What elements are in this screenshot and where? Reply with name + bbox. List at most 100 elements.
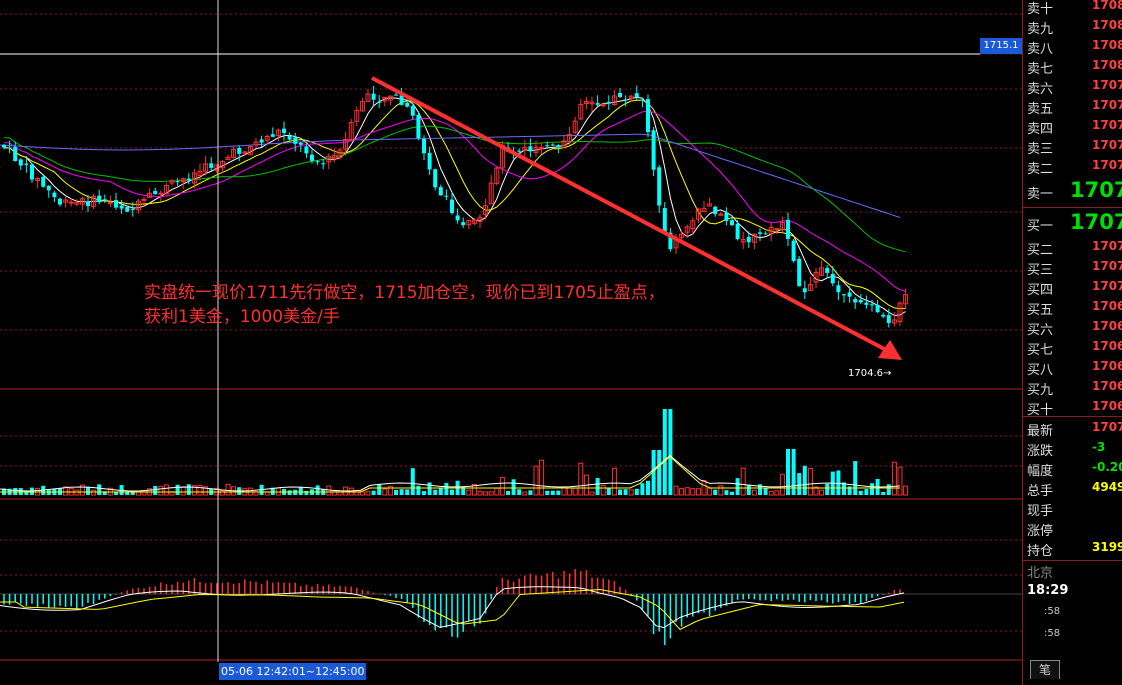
volume-bar — [864, 489, 869, 495]
volume-bar — [611, 467, 617, 496]
candle-body — [310, 154, 314, 161]
candle-body — [433, 169, 438, 188]
candle-body — [461, 222, 466, 226]
ma-long-line — [0, 133, 901, 218]
candle-body — [713, 206, 718, 215]
chart-grid — [0, 13, 1022, 661]
volume-bar — [471, 483, 477, 496]
volume-bar — [506, 490, 510, 495]
volume-ma-line — [0, 454, 901, 492]
volume-bar — [774, 490, 780, 496]
volume-bar — [97, 484, 102, 495]
candle-body — [679, 233, 685, 238]
candle-body — [97, 195, 102, 203]
volume-bar — [528, 490, 533, 495]
quote-row: 买六 1706 — [1022, 317, 1122, 338]
quote-value: 4949 — [1092, 480, 1122, 494]
candle-body — [870, 304, 874, 306]
candle-body — [595, 103, 600, 105]
candle-body — [264, 135, 270, 141]
quote-label: 卖一 — [1027, 187, 1054, 202]
candle-body — [410, 106, 415, 116]
quote-row: 买十 1706 — [1022, 397, 1122, 418]
candle-body — [550, 144, 555, 146]
volume-bar — [494, 487, 500, 496]
quote-value: 1707. — [1070, 178, 1122, 202]
volume-bar — [102, 491, 107, 495]
tab-ticks[interactable]: 笔 — [1030, 660, 1060, 679]
volume-bar — [91, 489, 97, 496]
price-chart-area[interactable] — [0, 0, 1022, 685]
volume-bar — [870, 483, 874, 495]
volume-bar — [63, 486, 69, 496]
trend-arrow-head — [878, 340, 902, 360]
volume-bar — [175, 484, 180, 495]
trend-arrow-shaft — [371, 76, 891, 354]
candle-body — [58, 198, 62, 205]
clock: 18:29 — [1027, 583, 1069, 598]
quote-label: 买三 — [1027, 263, 1054, 278]
candle-body — [567, 133, 573, 143]
candle-body — [545, 145, 550, 147]
candle-body — [779, 221, 785, 231]
volume-bar — [461, 486, 466, 495]
candle-body — [107, 201, 113, 204]
volume-bar — [377, 484, 382, 495]
volume-bar — [735, 478, 740, 495]
quote-label: 买五 — [1027, 303, 1054, 318]
quote-row: 卖一 1707. — [1022, 178, 1122, 202]
candle-body — [422, 138, 426, 154]
candle-body — [382, 96, 388, 102]
volume-bar — [646, 480, 650, 495]
volume-bar — [197, 484, 203, 496]
volume-bar — [488, 491, 494, 496]
volume-bar — [219, 490, 225, 496]
candle-body — [684, 226, 690, 233]
quote-label: 买七 — [1027, 343, 1054, 358]
candle-body — [169, 180, 175, 184]
volume-bar — [499, 476, 505, 496]
candle-body — [623, 99, 628, 101]
macd-dea-line — [0, 588, 905, 631]
quote-panel: 卖十 1708 卖九 1708 卖八 1708 卖七 1708 卖六 1707 卖五 1707 卖四 17… — [1022, 0, 1122, 685]
candle-body — [740, 238, 746, 243]
candle-body — [477, 216, 483, 222]
quote-row: 买一 1707. — [1022, 210, 1122, 234]
quote-label: 持仓 — [1027, 544, 1054, 559]
volume-bar — [618, 489, 622, 495]
candle-body — [237, 147, 242, 154]
quote-value: 1706 — [1092, 319, 1122, 333]
volume-bar — [684, 487, 690, 496]
volume-bar — [46, 490, 51, 495]
candle-body — [68, 201, 74, 204]
volume-bar — [695, 488, 701, 496]
volume-bar — [433, 489, 438, 495]
quote-row: 卖九 1708 — [1022, 16, 1122, 37]
candle-body — [293, 137, 298, 144]
quote-label: 买九 — [1027, 383, 1054, 398]
candle-body — [864, 302, 869, 305]
candle-body — [399, 95, 404, 105]
volume-bar — [897, 466, 903, 496]
panel-divider — [1022, 416, 1122, 417]
candle-body — [175, 181, 180, 183]
quote-row: 卖八 1708 — [1022, 36, 1122, 57]
candle-body — [24, 163, 29, 165]
volume-bar — [371, 490, 376, 495]
volume-bar — [825, 483, 830, 495]
candle-body — [321, 163, 326, 165]
candle-body — [163, 184, 169, 195]
volume-bar — [550, 490, 555, 495]
current-price-tag: 1715.1 — [980, 38, 1022, 54]
volume-bar — [24, 491, 29, 495]
volume-bar — [651, 450, 656, 495]
candle-body — [774, 228, 780, 231]
quote-value: -3 — [1092, 440, 1106, 454]
quote-label: 卖七 — [1027, 62, 1054, 77]
candle-body — [853, 298, 858, 303]
candle-body — [287, 135, 292, 140]
panel-divider — [1022, 207, 1122, 208]
quote-value: 1707 — [1092, 259, 1122, 273]
candle-body — [270, 134, 275, 137]
volume-bar — [791, 449, 796, 495]
